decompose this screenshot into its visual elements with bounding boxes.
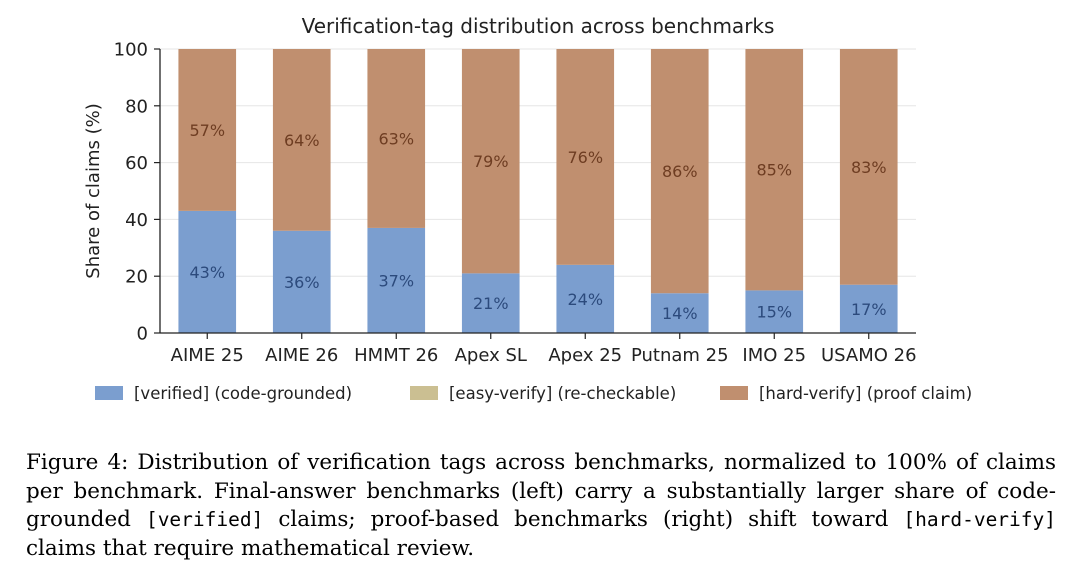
x-tick-label: Apex SL [455, 345, 527, 366]
data-labels: 43% 57% 36% 64% 37% 63% 21% 79% 24% 76% 14% 86% 15% 8… [189, 121, 886, 323]
x-tick-label: AIME 26 [265, 345, 338, 366]
bar-segment [745, 49, 804, 291]
bar-segment [461, 273, 520, 333]
legend-label: [verified] (code-grounded) [134, 384, 352, 403]
y-tick-label: 60 [125, 153, 148, 174]
caption-text-1: Figure 4: Distribution of verification t… [26, 450, 1056, 532]
bar-segment [839, 284, 898, 333]
chart-title: Verification-tag distribution across ben… [302, 14, 775, 38]
bar-segment [272, 230, 331, 333]
bar-segment [556, 49, 615, 265]
bar-value-label: 36% [284, 273, 320, 292]
caption-code-verified: [verified] [145, 508, 264, 531]
legend: [verified] (code-grounded) [easy-verify] … [95, 384, 972, 403]
x-tick-label: Putnam 25 [631, 345, 729, 366]
figure-caption: Figure 4: Distribution of verification t… [26, 449, 1056, 563]
x-tick-label: AIME 25 [171, 345, 244, 366]
x-tick-label: USAMO 26 [821, 345, 917, 366]
bar-value-label: 76% [567, 148, 603, 167]
bar-segment [272, 49, 331, 231]
bar-segment [556, 264, 615, 333]
bar-value-label: 85% [756, 161, 792, 180]
bar-value-label: 15% [756, 303, 792, 322]
bar-value-label: 63% [378, 129, 414, 148]
x-tick-label: Apex 25 [548, 345, 622, 366]
y-tick-label: 40 [125, 210, 148, 231]
x-tick-label: IMO 25 [742, 345, 806, 366]
y-tick-label: 80 [125, 96, 148, 117]
bar-segment [178, 210, 237, 333]
bar-value-label: 24% [567, 290, 603, 309]
x-tick-label: HMMT 26 [354, 345, 438, 366]
legend-swatch [95, 386, 123, 400]
bar-value-label: 17% [851, 300, 887, 319]
bar-value-label: 57% [189, 121, 225, 140]
bar-value-label: 64% [284, 131, 320, 150]
bar-segment [367, 49, 426, 228]
bar-value-label: 83% [851, 158, 887, 177]
y-tick-label: 100 [114, 40, 148, 61]
bar-value-label: 37% [378, 271, 414, 290]
bar-value-label: 21% [473, 294, 509, 313]
bar-value-label: 43% [189, 263, 225, 282]
y-tick-label: 20 [125, 267, 148, 288]
bar-value-label: 14% [662, 304, 698, 323]
bar-segment [650, 293, 709, 333]
y-axis-label: Share of claims (%) [83, 103, 104, 278]
bar-value-label: 79% [473, 152, 509, 171]
caption-text-2: claims; proof-based benchmarks (right) s… [263, 507, 904, 532]
bar-segment [178, 49, 237, 211]
axes: 0 20 40 60 80 100 AIME 25 AIME 26 HMMT 26 Apex SL… [114, 40, 917, 367]
legend-swatch [720, 386, 748, 400]
legend-label: [hard-verify] (proof claim) [759, 384, 972, 403]
y-tick-label: 0 [137, 324, 148, 345]
stacked-bar-chart: Verification-tag distribution across ben… [83, 14, 972, 403]
legend-label: [easy-verify] (re-checkable) [449, 384, 676, 403]
bar-segment [839, 49, 898, 285]
bar-segment [745, 290, 804, 333]
bar-value-label: 86% [662, 162, 698, 181]
bar-segment [650, 49, 709, 294]
bar-segment [367, 227, 426, 333]
legend-swatch [410, 386, 438, 400]
caption-code-hard-verify: [hard-verify] [903, 508, 1057, 531]
caption-text-3: claims that require mathematical review. [26, 535, 475, 561]
bar-segment [461, 49, 520, 274]
bars [178, 49, 898, 333]
